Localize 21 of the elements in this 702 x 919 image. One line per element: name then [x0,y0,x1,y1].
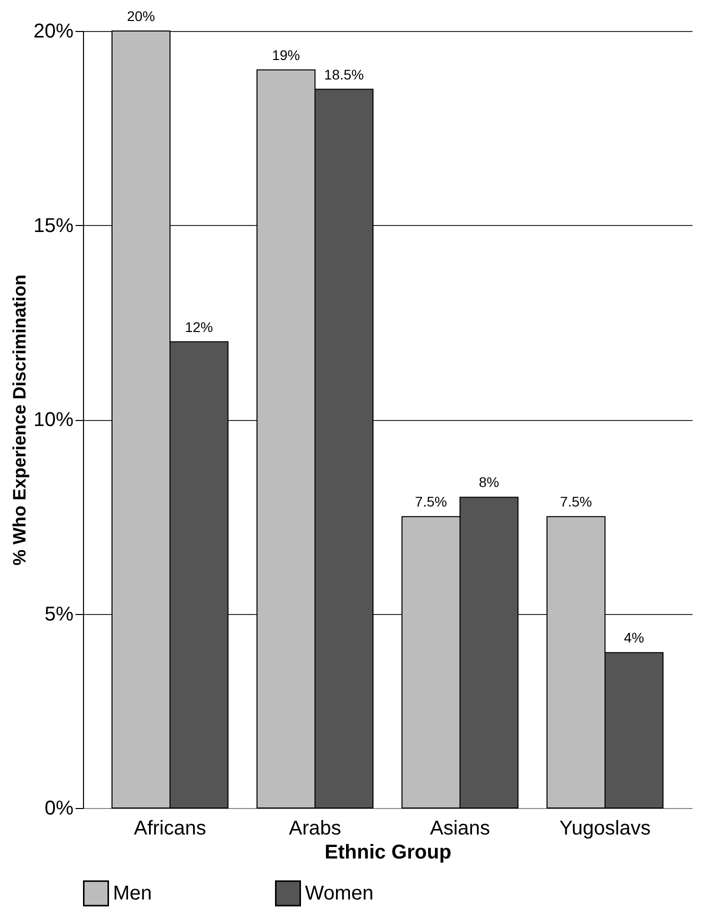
y-tick-label: 20% [33,20,74,42]
data-label: 20% [126,8,156,24]
x-tick-label: Africans [134,818,206,840]
y-tick-label: 0% [44,798,74,820]
data-label: 4% [624,630,644,646]
x-tick-label: Asians [430,818,490,840]
x-tick-label: Yugoslavs [559,818,651,840]
data-label: 8% [478,474,500,490]
y-tick-label: 15% [33,214,74,237]
y-tick-label: 5% [44,603,74,626]
data-label: 7.5% [560,494,592,510]
y-tick-label: 10% [33,409,74,431]
legend-label: Women [305,882,374,904]
data-label: 18.5% [324,66,364,82]
legend-label: Men [113,882,152,904]
y-axis-title: % Who Experience Discrimination [9,274,30,566]
x-axis-title: Ethnic Group [324,842,452,864]
data-label: 7.5% [415,494,447,510]
data-label: 12% [184,318,214,335]
x-tick-label: Arabs [288,818,342,840]
data-label: 19% [272,46,300,63]
